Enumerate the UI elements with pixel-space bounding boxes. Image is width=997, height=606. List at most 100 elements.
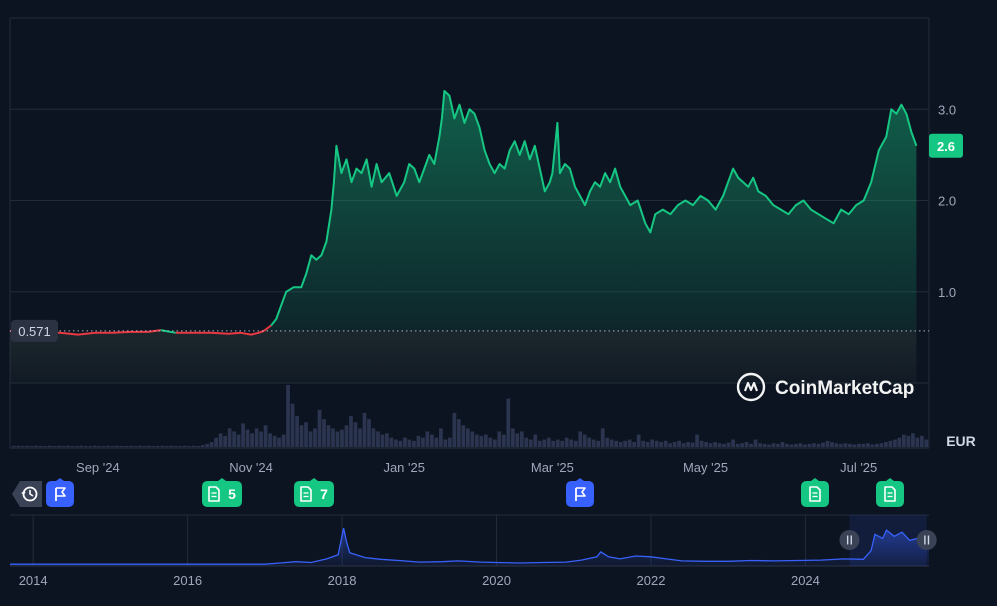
volume-bar [169,445,174,447]
volume-bar [101,446,106,447]
volume-bar [61,446,66,447]
volume-bar [519,431,524,447]
volume-bar [825,440,830,447]
navigator-tick-label: 2022 [637,573,666,588]
volume-bars [12,385,929,447]
flag-icon [55,487,66,501]
volume-bar [555,439,560,447]
volume-bar [654,440,659,447]
volume-bar [362,412,367,447]
volume-bar [501,434,506,447]
coinmarketcap-watermark: CoinMarketCap [736,372,914,402]
volume-bar [164,446,169,447]
volume-bar [609,439,614,447]
volume-bar [812,443,816,447]
volume-bar [398,440,403,447]
volume-bar [776,443,780,447]
volume-bar [205,443,209,447]
volume-bar [52,446,57,447]
volume-bar [106,445,111,447]
x-tick-label: Nov '24 [229,460,273,475]
volume-bar [281,434,286,447]
volume-bar [852,444,857,447]
volume-bar [209,442,214,447]
volume-bar [533,434,538,447]
navigator-tick-label: 2018 [328,573,357,588]
volume-bar [115,445,120,447]
volume-bar [286,385,290,447]
volume-bar [578,431,583,447]
volume-bar [866,443,870,447]
navigator-grid [32,515,806,566]
volume-bar [38,446,43,447]
volume-bar [259,431,263,447]
navigator-handle[interactable] [839,530,860,550]
volume-bar [142,446,147,447]
volume-bar [627,439,632,447]
navigator-tick-label: 2014 [19,573,48,588]
news-marker[interactable] [876,478,904,507]
volume-bar [299,425,304,447]
volume-bar [146,445,151,447]
volume-bar [380,434,385,447]
volume-bar [475,434,479,447]
news-marker[interactable] [801,478,829,507]
volume-bar [268,433,272,447]
volume-bar [272,435,277,447]
volume-bar [560,440,565,447]
volume-bar [789,444,794,447]
x-tick-label: Jan '25 [383,460,425,475]
navigator[interactable]: 2014 2016 2018 2020 2022 2024 [10,514,937,588]
volume-bar [677,440,681,447]
volume-bar [488,437,493,447]
navigator-tick-label: 2020 [482,573,511,588]
volume-bar [551,440,556,447]
volume-bar [376,431,380,447]
navigator-tick-label: 2016 [173,573,202,588]
volume-bar [74,446,79,447]
volume-bar [173,446,178,447]
volume-bar [79,445,84,447]
volume-bar [632,442,637,447]
volume-bar [798,443,803,447]
volume-bar [200,445,205,447]
volume-bar [893,439,897,447]
currency-label: EUR [946,433,976,449]
volume-bar [506,398,511,447]
volume-bar [16,445,21,447]
news-marker[interactable]: 7 [294,478,334,507]
volume-bar [12,445,16,447]
volume-bar [596,440,601,447]
x-tick-label: Mar '25 [531,460,574,475]
volume-bar [443,439,448,447]
volume-bar [600,428,605,447]
price-area [10,91,917,383]
volume-bar [587,437,592,447]
volume-bar [326,425,331,447]
x-tick-label: Sep '24 [76,460,120,475]
volume-bar [133,446,138,447]
volume-bar [70,446,75,447]
volume-bar [713,442,717,447]
volume-bar [920,435,924,447]
volume-bar [371,428,376,447]
volume-bar [582,434,587,447]
volume-bar [290,403,295,447]
volume-bar [20,446,25,447]
volume-bar [407,439,412,447]
flag-marker[interactable] [46,478,74,507]
volume-bar [591,439,596,447]
news-marker[interactable]: 5 [202,478,242,507]
navigator-handle[interactable] [916,530,937,550]
volume-bar [322,419,326,447]
flag-marker[interactable] [566,478,594,507]
volume-bar [466,428,470,447]
history-toggle-button[interactable] [12,481,42,507]
volume-bar [254,428,259,447]
volume-bar [241,423,245,447]
volume-bar [178,446,183,447]
volume-bar [861,443,866,447]
volume-bar [331,428,335,447]
volume-bar [668,443,672,447]
